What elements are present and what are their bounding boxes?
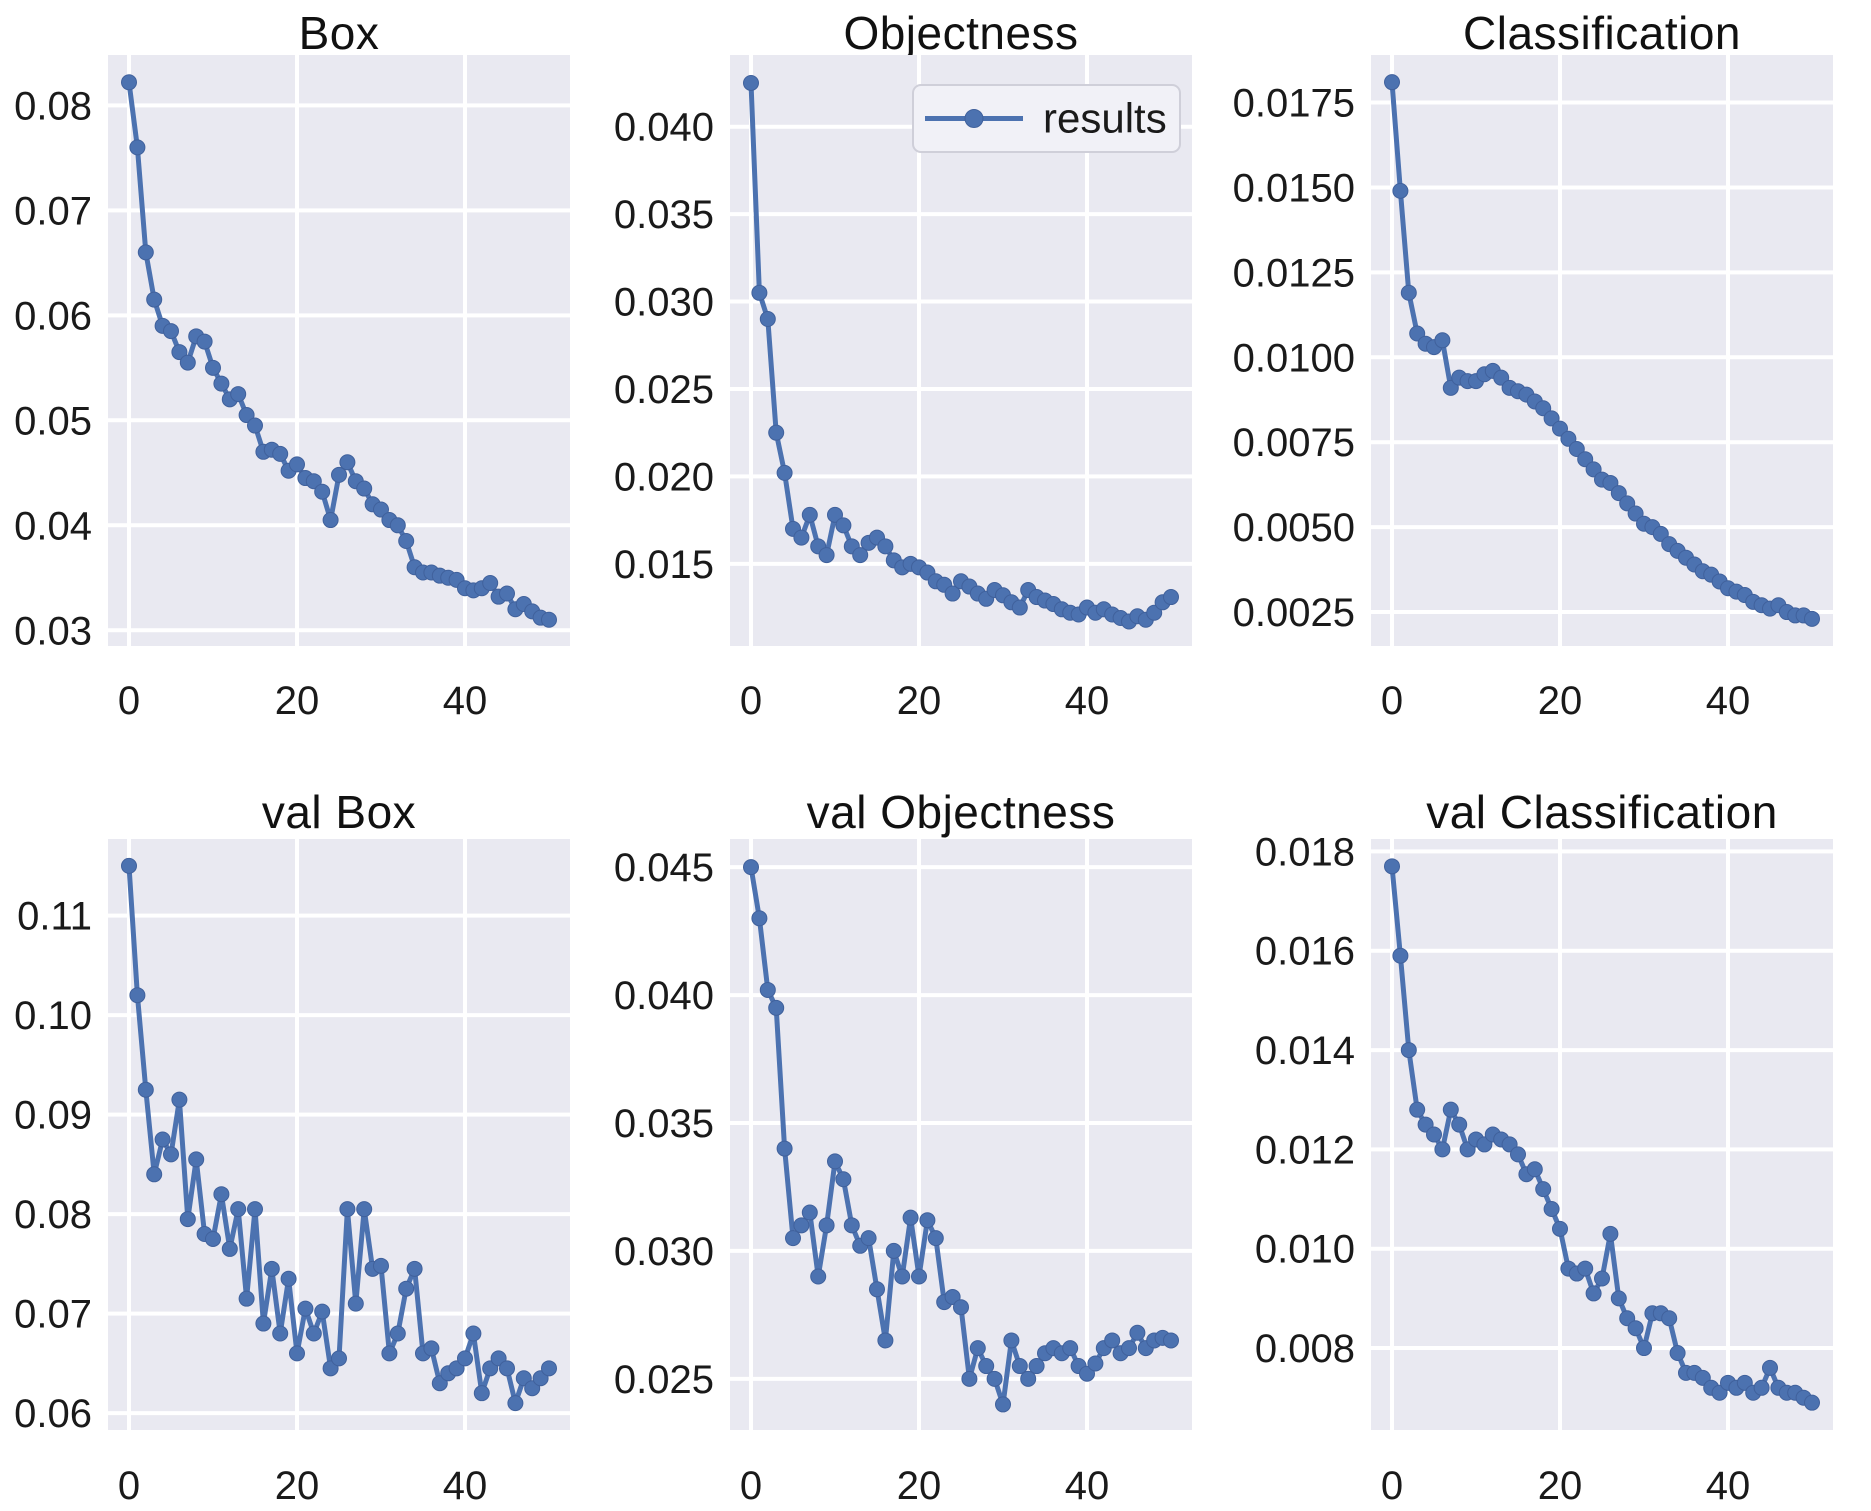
x-tick-label: 20 (1538, 1464, 1583, 1508)
x-tick-label: 40 (1706, 679, 1751, 723)
y-tick-label: 0.0050 (1233, 506, 1355, 550)
y-tick-label: 0.025 (614, 1358, 714, 1402)
chart-title-val-objectness: val Objectness (806, 786, 1116, 838)
x-tick-label: 20 (275, 1464, 320, 1508)
x-tick-label: 20 (275, 679, 320, 723)
chart-cell-objectness: Objectness 0.040 0.035 0.030 0.025 0.020 0.01… (614, 0, 1248, 756)
y-tick-label: 0.09 (14, 1094, 92, 1138)
x-tick-label: 20 (897, 679, 942, 723)
x-tick-label: 40 (443, 679, 488, 723)
y-tick-label: 0.025 (614, 368, 714, 412)
y-tick-label: 0.11 (17, 895, 92, 939)
y-tick-label: 0.06 (14, 294, 92, 338)
legend-marker (964, 109, 984, 128)
y-tick-label: 0.030 (614, 1230, 714, 1274)
x-tick-label: 0 (740, 1464, 762, 1508)
y-tick-label: 0.04 (14, 504, 92, 548)
y-tick-label: 0.015 (614, 543, 714, 587)
y-tick-label: 0.035 (614, 193, 714, 237)
legend-label: results (1043, 95, 1167, 142)
x-tick-label: 40 (1065, 1464, 1110, 1508)
y-tick-label: 0.035 (614, 1102, 714, 1146)
y-tick-label: 0.010 (1255, 1228, 1355, 1272)
y-tick-label: 0.040 (614, 974, 714, 1018)
chart-cell-val-classification: val Classification 0.018 0.016 0.014 0.012 0… (1247, 755, 1871, 1511)
chart-cell-val-objectness: val Objectness 0.045 0.040 0.035 0.030 0.025… (614, 755, 1248, 1511)
y-tick-label: 0.008 (1255, 1327, 1355, 1371)
x-tick-label: 20 (1538, 679, 1583, 723)
y-tick-label: 0.06 (14, 1392, 92, 1436)
x-tick-label: 40 (1706, 1464, 1751, 1508)
val-objectness-loss-plot: 0.045 0.040 0.035 0.030 0.025 0 20 40 (614, 839, 1192, 1508)
val-box-loss-plot: 0.11 0.10 0.09 0.08 0.07 0.06 0 20 40 (14, 839, 570, 1508)
x-tick-label: 0 (118, 679, 140, 723)
legend-box (912, 84, 1181, 153)
val-classification-loss-plot: 0.018 0.016 0.014 0.012 0.010 0.008 0 20 40 (1255, 830, 1833, 1508)
y-tick-label: 0.020 (614, 455, 714, 499)
x-tick-label: 0 (1381, 1464, 1403, 1508)
y-tick-label: 0.0125 (1233, 251, 1355, 295)
y-tick-label: 0.045 (614, 846, 714, 890)
x-tick-label: 0 (740, 679, 762, 723)
y-tick-label: 0.0150 (1233, 166, 1355, 210)
x-tick-label: 40 (443, 1464, 488, 1508)
y-tick-label: 0.0025 (1233, 591, 1355, 635)
x-tick-label: 20 (897, 1464, 942, 1508)
y-tick-label: 0.012 (1255, 1128, 1355, 1172)
y-tick-label: 0.08 (14, 1193, 92, 1237)
y-tick-label: 0.014 (1255, 1029, 1355, 1073)
chart-title-val-classification: val Classification (1426, 786, 1778, 838)
chart-title-box: Box (298, 7, 380, 59)
y-tick-label: 0.030 (614, 281, 714, 325)
chart-title-classification: Classification (1463, 7, 1741, 59)
y-tick-label: 0.0075 (1233, 421, 1355, 465)
y-tick-label: 0.05 (14, 399, 92, 443)
y-tick-label: 0.040 (614, 106, 714, 150)
chart-cell-box: Box 0.08 0.07 0.06 0.05 0.04 0.03 0 20 40 (0, 0, 624, 756)
chart-cell-classification: Classification 0.0175 0.0150 0.0125 0.0100 0… (1233, 0, 1871, 756)
y-tick-label: 0.0100 (1233, 336, 1355, 380)
x-tick-label: 0 (1381, 679, 1403, 723)
y-tick-label: 0.018 (1255, 830, 1355, 874)
y-tick-label: 0.07 (14, 189, 92, 233)
chart-cell-val-box: val Box 0.11 0.10 0.09 0.08 0.07 0.06 0 20 40 (0, 755, 624, 1511)
objectness-loss-plot: 0.040 0.035 0.030 0.025 0.020 0.015 0 20 40 resul… (614, 55, 1192, 723)
x-tick-label: 40 (1065, 679, 1110, 723)
y-tick-label: 0.016 (1255, 930, 1355, 974)
y-tick-label: 0.0175 (1233, 82, 1355, 126)
chart-title-val-box: val Box (261, 786, 417, 838)
x-tick-label: 0 (118, 1464, 140, 1508)
y-tick-label: 0.08 (14, 84, 92, 128)
y-tick-label: 0.10 (14, 994, 92, 1038)
y-tick-label: 0.07 (14, 1293, 92, 1337)
chart-title-objectness: Objectness (843, 7, 1079, 59)
classification-loss-plot: 0.0175 0.0150 0.0125 0.0100 0.0075 0.0050 0.00… (1233, 55, 1833, 723)
y-tick-label: 0.03 (14, 609, 92, 653)
box-loss-plot: 0.08 0.07 0.06 0.05 0.04 0.03 0 20 40 (14, 55, 570, 723)
